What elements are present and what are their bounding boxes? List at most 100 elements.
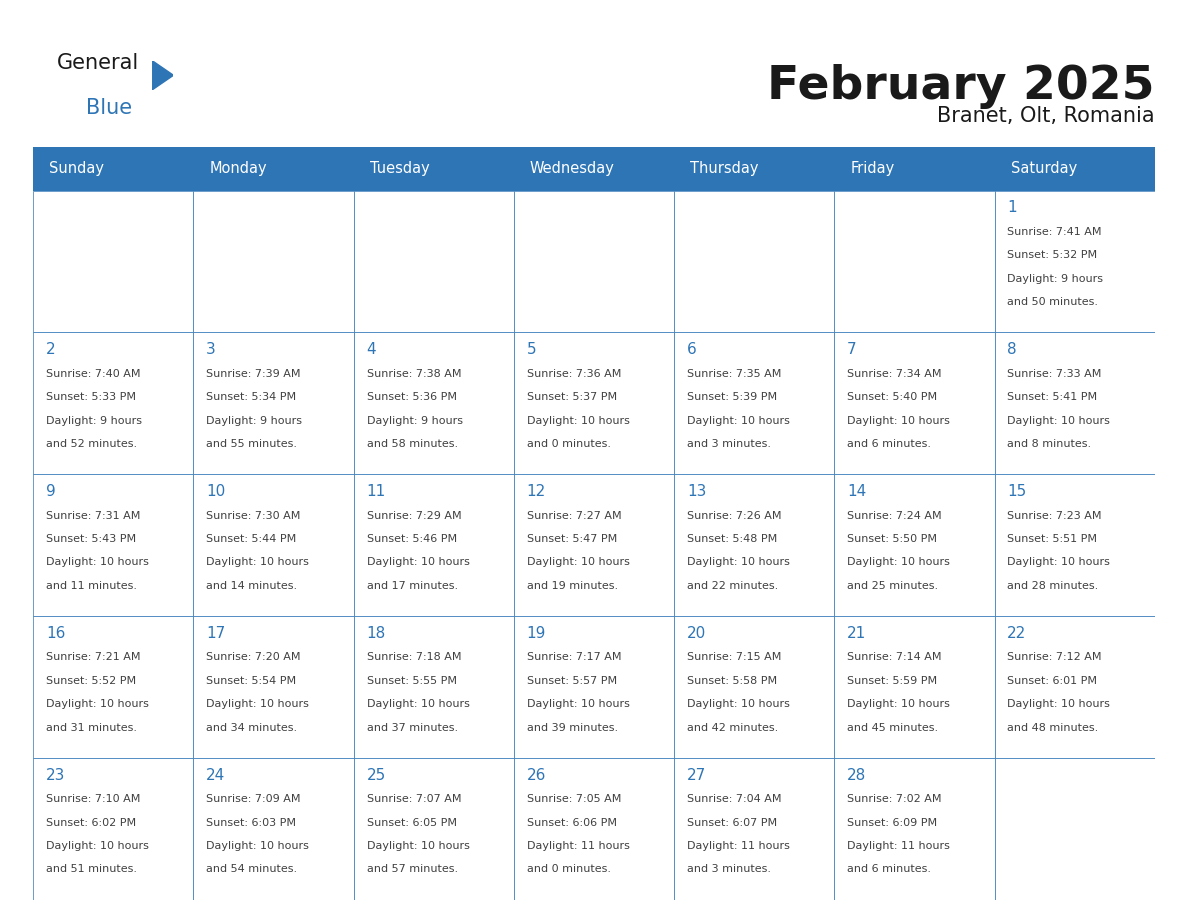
Bar <box>33 147 194 191</box>
Bar <box>514 191 674 332</box>
Bar <box>674 616 834 758</box>
Text: Sunrise: 7:05 AM: Sunrise: 7:05 AM <box>526 794 621 804</box>
Text: Sunset: 5:34 PM: Sunset: 5:34 PM <box>207 392 297 402</box>
Text: Daylight: 10 hours: Daylight: 10 hours <box>46 557 148 567</box>
Bar <box>33 332 194 475</box>
Text: Daylight: 10 hours: Daylight: 10 hours <box>367 700 469 710</box>
Text: Sunrise: 7:41 AM: Sunrise: 7:41 AM <box>1007 227 1101 237</box>
Text: 5: 5 <box>526 342 536 357</box>
Bar <box>674 147 834 191</box>
Text: 12: 12 <box>526 484 546 498</box>
Text: Sunset: 5:57 PM: Sunset: 5:57 PM <box>526 676 617 686</box>
Text: Sunrise: 7:04 AM: Sunrise: 7:04 AM <box>687 794 782 804</box>
Bar <box>994 616 1155 758</box>
Text: Sunrise: 7:38 AM: Sunrise: 7:38 AM <box>367 369 461 379</box>
Bar <box>354 475 514 616</box>
Text: Sunset: 5:41 PM: Sunset: 5:41 PM <box>1007 392 1098 402</box>
Text: Sunset: 5:40 PM: Sunset: 5:40 PM <box>847 392 937 402</box>
Text: Sunrise: 7:35 AM: Sunrise: 7:35 AM <box>687 369 782 379</box>
Text: Daylight: 10 hours: Daylight: 10 hours <box>687 557 790 567</box>
Text: Sunrise: 7:10 AM: Sunrise: 7:10 AM <box>46 794 140 804</box>
Text: Daylight: 11 hours: Daylight: 11 hours <box>687 841 790 851</box>
Text: 7: 7 <box>847 342 857 357</box>
Bar <box>33 475 194 616</box>
Text: 16: 16 <box>46 626 65 641</box>
Text: Sunrise: 7:20 AM: Sunrise: 7:20 AM <box>207 653 301 663</box>
Text: and 6 minutes.: and 6 minutes. <box>847 865 931 875</box>
Text: Sunset: 5:48 PM: Sunset: 5:48 PM <box>687 534 777 544</box>
Text: and 39 minutes.: and 39 minutes. <box>526 722 618 733</box>
Text: Sunset: 6:07 PM: Sunset: 6:07 PM <box>687 818 777 828</box>
Text: 3: 3 <box>207 342 216 357</box>
Text: Wednesday: Wednesday <box>530 162 615 176</box>
Text: 24: 24 <box>207 767 226 782</box>
Bar <box>33 616 194 758</box>
Text: Sunrise: 7:21 AM: Sunrise: 7:21 AM <box>46 653 140 663</box>
Bar <box>354 758 514 900</box>
Text: Sunset: 5:47 PM: Sunset: 5:47 PM <box>526 534 617 544</box>
Text: Sunset: 5:33 PM: Sunset: 5:33 PM <box>46 392 137 402</box>
Text: and 14 minutes.: and 14 minutes. <box>207 581 297 591</box>
Text: 23: 23 <box>46 767 65 782</box>
Bar <box>994 191 1155 332</box>
Text: Sunset: 6:09 PM: Sunset: 6:09 PM <box>847 818 937 828</box>
Text: Daylight: 10 hours: Daylight: 10 hours <box>687 700 790 710</box>
Text: and 54 minutes.: and 54 minutes. <box>207 865 297 875</box>
Text: Sunrise: 7:30 AM: Sunrise: 7:30 AM <box>207 510 301 521</box>
Text: Daylight: 10 hours: Daylight: 10 hours <box>46 700 148 710</box>
Bar <box>994 475 1155 616</box>
Text: 25: 25 <box>367 767 386 782</box>
Text: Daylight: 10 hours: Daylight: 10 hours <box>1007 416 1111 426</box>
Bar <box>994 147 1155 191</box>
Bar <box>354 147 514 191</box>
Text: Sunrise: 7:15 AM: Sunrise: 7:15 AM <box>687 653 782 663</box>
Bar <box>514 475 674 616</box>
Text: Sunrise: 7:34 AM: Sunrise: 7:34 AM <box>847 369 942 379</box>
Bar <box>354 616 514 758</box>
Text: Sunrise: 7:18 AM: Sunrise: 7:18 AM <box>367 653 461 663</box>
Text: 13: 13 <box>687 484 707 498</box>
Text: Sunset: 5:50 PM: Sunset: 5:50 PM <box>847 534 937 544</box>
Text: and 50 minutes.: and 50 minutes. <box>1007 297 1099 308</box>
Text: 2: 2 <box>46 342 56 357</box>
Bar <box>514 147 674 191</box>
Text: and 8 minutes.: and 8 minutes. <box>1007 439 1092 449</box>
Text: Daylight: 11 hours: Daylight: 11 hours <box>847 841 950 851</box>
Text: Daylight: 10 hours: Daylight: 10 hours <box>847 557 950 567</box>
Bar <box>33 758 194 900</box>
Bar <box>674 758 834 900</box>
Bar <box>194 616 354 758</box>
Text: Sunrise: 7:40 AM: Sunrise: 7:40 AM <box>46 369 140 379</box>
Text: Sunset: 5:46 PM: Sunset: 5:46 PM <box>367 534 456 544</box>
Bar <box>354 332 514 475</box>
Bar <box>674 332 834 475</box>
Bar <box>994 332 1155 475</box>
Text: Daylight: 9 hours: Daylight: 9 hours <box>1007 274 1104 284</box>
Text: 19: 19 <box>526 626 546 641</box>
Text: and 55 minutes.: and 55 minutes. <box>207 439 297 449</box>
Text: 9: 9 <box>46 484 56 498</box>
Text: Friday: Friday <box>851 162 895 176</box>
Bar <box>834 758 994 900</box>
Text: Daylight: 10 hours: Daylight: 10 hours <box>687 416 790 426</box>
Text: and 51 minutes.: and 51 minutes. <box>46 865 137 875</box>
Text: and 17 minutes.: and 17 minutes. <box>367 581 457 591</box>
Text: and 57 minutes.: and 57 minutes. <box>367 865 457 875</box>
Text: and 0 minutes.: and 0 minutes. <box>526 865 611 875</box>
Text: Sunset: 5:55 PM: Sunset: 5:55 PM <box>367 676 456 686</box>
Text: Sunrise: 7:27 AM: Sunrise: 7:27 AM <box>526 510 621 521</box>
Text: Sunrise: 7:24 AM: Sunrise: 7:24 AM <box>847 510 942 521</box>
Text: and 34 minutes.: and 34 minutes. <box>207 722 297 733</box>
Bar <box>674 191 834 332</box>
Bar <box>994 758 1155 900</box>
Bar <box>33 191 194 332</box>
Text: Sunrise: 7:02 AM: Sunrise: 7:02 AM <box>847 794 942 804</box>
Text: 27: 27 <box>687 767 706 782</box>
Text: Sunrise: 7:07 AM: Sunrise: 7:07 AM <box>367 794 461 804</box>
Text: 11: 11 <box>367 484 386 498</box>
Text: 26: 26 <box>526 767 546 782</box>
Text: General: General <box>57 53 139 73</box>
Text: Sunset: 5:43 PM: Sunset: 5:43 PM <box>46 534 137 544</box>
Text: Sunset: 6:06 PM: Sunset: 6:06 PM <box>526 818 617 828</box>
Text: Daylight: 10 hours: Daylight: 10 hours <box>847 416 950 426</box>
